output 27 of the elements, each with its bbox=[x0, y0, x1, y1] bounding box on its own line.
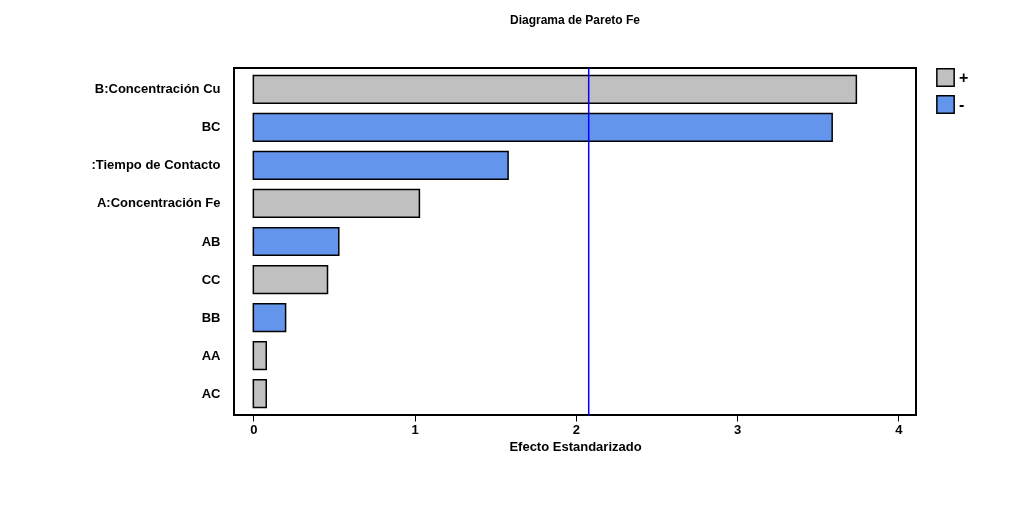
bar bbox=[252, 378, 267, 409]
bar bbox=[252, 340, 267, 371]
y-tick-label: BB bbox=[201, 309, 221, 325]
x-tick-label: 0 bbox=[250, 421, 258, 437]
x-tick-label: 2 bbox=[572, 421, 580, 437]
y-tick-label: :Tiempo de Contacto bbox=[91, 157, 221, 173]
y-tick-label: A:Concentración Fe bbox=[96, 195, 221, 211]
y-tick-label: B:Concentración Cu bbox=[94, 81, 221, 97]
legend-label: + bbox=[959, 68, 969, 86]
x-tick-label: 3 bbox=[733, 421, 742, 437]
bar bbox=[252, 112, 833, 143]
y-tick-label: AC bbox=[201, 385, 222, 401]
legend-label: - bbox=[959, 95, 965, 113]
chart-title: Diagrama de Pareto Fe bbox=[509, 13, 641, 28]
x-tick-label: 1 bbox=[411, 421, 419, 437]
bar bbox=[252, 302, 287, 333]
x-tick-label: 4 bbox=[895, 421, 904, 437]
bar bbox=[252, 74, 858, 105]
bar bbox=[252, 150, 509, 181]
y-tick-label: BC bbox=[201, 119, 222, 135]
bar bbox=[252, 226, 340, 257]
x-axis-title: Efecto Estandarizado bbox=[509, 438, 642, 454]
y-tick-label: AB bbox=[201, 233, 221, 249]
y-tick-label: CC bbox=[201, 271, 222, 287]
bar bbox=[252, 264, 329, 295]
y-tick-label: AA bbox=[201, 347, 222, 363]
bar bbox=[252, 188, 421, 219]
